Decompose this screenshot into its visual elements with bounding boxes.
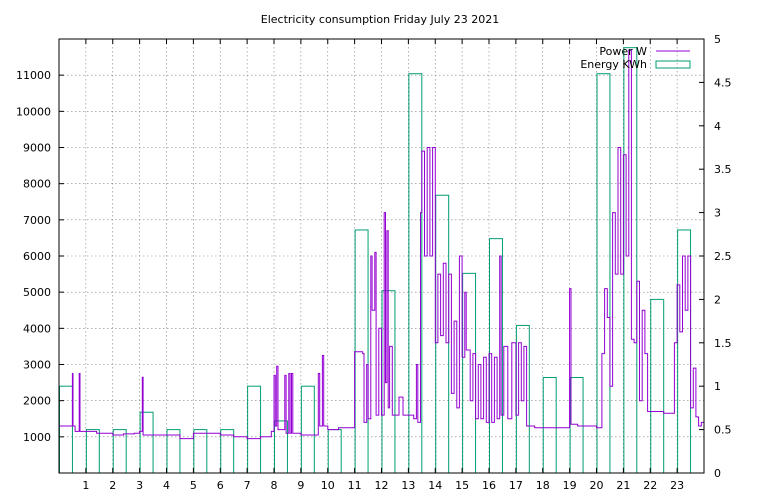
energy-bar [247, 385, 262, 474]
power-line [59, 49, 705, 440]
x-tick-label: 20 [590, 479, 604, 492]
energy-bar [112, 429, 127, 474]
y-right-tick-label: 0.5 [714, 424, 732, 437]
x-tick-label: 3 [136, 479, 143, 492]
energy-bar [408, 73, 423, 474]
energy-bar [596, 73, 611, 474]
x-tick-label: 6 [217, 479, 224, 492]
y-right-tick-label: 2.5 [714, 250, 732, 263]
chart-title: Electricity consumption Friday July 23 2… [261, 13, 499, 26]
x-tick-label: 13 [401, 479, 415, 492]
y-left-tick-label: 11000 [16, 69, 51, 82]
x-tick-label: 23 [670, 479, 684, 492]
x-tick-label: 2 [109, 479, 116, 492]
y-left-tick-label: 7000 [23, 214, 51, 227]
energy-bar [300, 385, 315, 474]
axis-ticks: 1 2 3 4 5 6 7 8 9 10 11 12 13 14 15 16 17 18 19 20 21 22 23100… [16, 33, 732, 492]
legend: Power W Energy KWh [580, 45, 691, 71]
energy-bar [569, 377, 584, 474]
y-left-tick-label: 4000 [23, 322, 51, 335]
x-tick-label: 10 [321, 479, 335, 492]
x-tick-label: 22 [643, 479, 657, 492]
power-line-group [59, 49, 705, 440]
x-tick-label: 15 [455, 479, 469, 492]
x-tick-label: 14 [428, 479, 442, 492]
x-tick-label: 11 [348, 479, 362, 492]
y-right-tick-label: 5 [714, 33, 721, 46]
y-right-tick-label: 3 [714, 207, 721, 220]
y-left-tick-label: 6000 [23, 250, 51, 263]
energy-bar [623, 47, 638, 474]
x-tick-label: 21 [616, 479, 630, 492]
x-tick-label: 5 [190, 479, 197, 492]
y-right-tick-label: 4 [714, 120, 721, 133]
legend-label-power: Power W [599, 45, 647, 58]
x-tick-label: 4 [163, 479, 170, 492]
energy-bar [650, 298, 665, 474]
energy-bar [85, 429, 100, 474]
y-right-tick-label: 2 [714, 293, 721, 306]
y-right-tick-label: 3.5 [714, 163, 732, 176]
y-left-tick-label: 3000 [23, 359, 51, 372]
x-tick-label: 7 [244, 479, 251, 492]
energy-bar [327, 429, 342, 474]
y-right-tick-label: 4.5 [714, 76, 732, 89]
y-right-tick-label: 0 [714, 467, 721, 480]
y-left-tick-label: 5000 [23, 286, 51, 299]
x-tick-label: 17 [509, 479, 523, 492]
x-tick-label: 1 [82, 479, 89, 492]
x-tick-label: 18 [536, 479, 550, 492]
x-tick-label: 12 [375, 479, 389, 492]
legend-swatch-energy [655, 60, 691, 69]
y-left-tick-label: 10000 [16, 105, 51, 118]
energy-bar [193, 429, 208, 474]
y-left-tick-label: 8000 [23, 178, 51, 191]
y-left-tick-label: 2000 [23, 395, 51, 408]
legend-label-energy: Energy KWh [580, 58, 647, 71]
y-right-tick-label: 1.5 [714, 337, 732, 350]
x-tick-label: 16 [482, 479, 496, 492]
energy-bar [220, 429, 235, 474]
y-right-tick-label: 1 [714, 380, 721, 393]
energy-bar [166, 429, 181, 474]
y-left-tick-label: 1000 [23, 431, 51, 444]
energy-bar [542, 377, 557, 474]
energy-bar [274, 420, 288, 474]
x-tick-label: 19 [563, 479, 577, 492]
energy-bar [59, 385, 73, 474]
x-tick-label: 8 [271, 479, 278, 492]
x-tick-label: 9 [297, 479, 304, 492]
y-left-tick-label: 9000 [23, 142, 51, 155]
